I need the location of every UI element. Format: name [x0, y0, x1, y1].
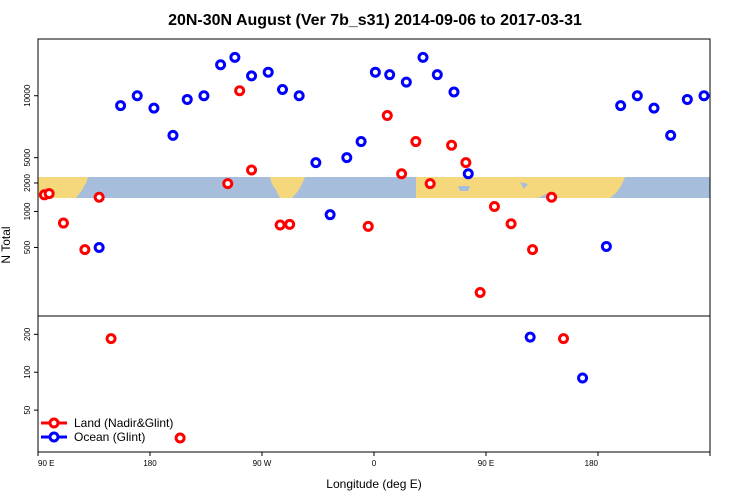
y-tick-label: 500: [23, 240, 32, 254]
ocean-point: [355, 136, 367, 148]
land-point: [274, 219, 286, 231]
ocean-point: [198, 90, 210, 102]
land-point: [79, 244, 91, 256]
y-axis-label: N Total: [0, 226, 13, 263]
x-axis: 90 E 180 90 W 0 90 E 180: [37, 452, 711, 468]
ocean-point: [698, 90, 710, 102]
x-tick-label: 90 W: [253, 459, 272, 468]
chart-title: 20N-30N August (Ver 7b_s31) 2014-09-06 t…: [168, 12, 582, 29]
ocean-point: [631, 90, 643, 102]
ocean-point: [577, 372, 589, 384]
map-land: [38, 177, 625, 198]
ocean-point: [384, 69, 396, 81]
y-tick-label: 2000: [23, 174, 32, 192]
ocean-point: [115, 100, 127, 112]
y-tick-label: 1000: [23, 202, 32, 220]
ocean-point: [417, 51, 429, 63]
land-point: [362, 220, 374, 232]
ocean-point: [341, 152, 353, 164]
land-point: [474, 287, 486, 299]
legend-label-ocean: Ocean (Glint): [74, 430, 145, 444]
legend-label-land: Land (Nadir&Glint): [74, 416, 173, 430]
x-tick-label: 0: [372, 459, 377, 468]
y-tick-label: 100: [23, 365, 32, 379]
land-point: [505, 218, 517, 230]
land-point: [43, 188, 55, 200]
ocean-point: [262, 66, 274, 78]
land-point: [284, 218, 296, 230]
legend-marker-land: [48, 417, 60, 429]
data-points: [38, 51, 710, 444]
x-tick-label: 180: [143, 459, 157, 468]
ocean-point: [462, 168, 474, 180]
land-point: [424, 178, 436, 190]
ocean-point: [369, 66, 381, 78]
y-axis: 5000 10000 2000 500 1000 50 100 200: [23, 84, 38, 415]
ocean-point: [246, 70, 258, 82]
land-point: [105, 333, 117, 345]
ocean-point: [93, 241, 105, 253]
ocean-point: [181, 93, 193, 105]
ocean-point: [648, 102, 660, 114]
ocean-point: [310, 157, 322, 169]
land-point: [174, 432, 186, 444]
y-tick-label: 200: [23, 327, 32, 341]
land-point: [527, 244, 539, 256]
land-point: [558, 333, 570, 345]
ocean-point: [615, 100, 627, 112]
ocean-point: [293, 90, 305, 102]
legend-marker-ocean: [48, 431, 60, 443]
ocean-point: [277, 84, 289, 96]
land-point: [488, 201, 500, 213]
y-tick-label: 5000: [23, 148, 32, 166]
ocean-point: [400, 76, 412, 88]
ocean-point: [524, 331, 536, 343]
ocean-point: [167, 129, 179, 141]
land-point: [246, 164, 258, 176]
ocean-point: [431, 69, 443, 81]
ocean-point: [665, 129, 677, 141]
land-point: [446, 139, 458, 151]
world-map-band: [38, 177, 710, 198]
land-point: [93, 191, 105, 203]
ocean-point: [148, 102, 160, 114]
land-point: [222, 178, 234, 190]
y-tick-label: 50: [23, 405, 32, 414]
x-tick-label: 180: [585, 459, 599, 468]
land-point: [546, 191, 558, 203]
x-tick-label: 90 E: [38, 459, 54, 468]
land-point: [57, 217, 69, 229]
ocean-point: [131, 90, 143, 102]
ocean-point: [448, 86, 460, 98]
ocean-point: [681, 93, 693, 105]
x-axis-label: Longitude (deg E): [326, 477, 421, 491]
ocean-point: [215, 59, 227, 71]
y-tick-label: 10000: [23, 84, 32, 107]
ocean-point: [324, 209, 336, 221]
x-tick-label: 90 E: [478, 459, 494, 468]
land-point: [396, 168, 408, 180]
land-point: [460, 157, 472, 169]
land-point: [234, 85, 246, 97]
legend: Land (Nadir&Glint) Ocean (Glint): [41, 416, 173, 444]
land-point: [381, 110, 393, 122]
ocean-point: [600, 240, 612, 252]
land-point: [410, 136, 422, 148]
ocean-point: [229, 51, 241, 63]
